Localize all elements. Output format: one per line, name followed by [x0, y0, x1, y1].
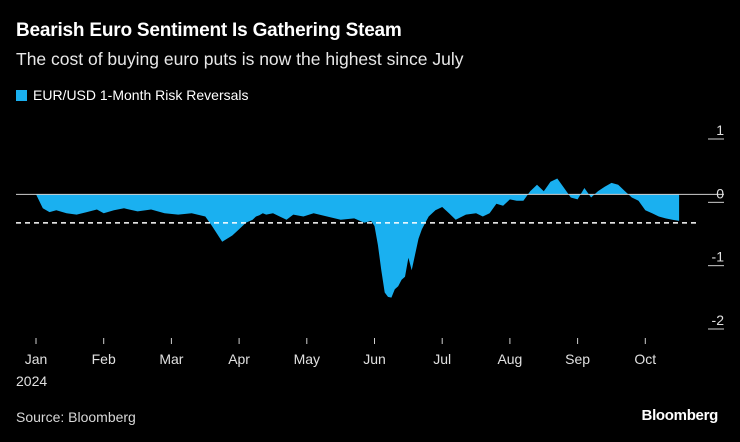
- chart-title: Bearish Euro Sentiment Is Gathering Stea…: [16, 20, 402, 41]
- legend-swatch: [16, 89, 27, 101]
- legend-label: EUR/USD 1-Month Risk Reversals: [33, 87, 249, 103]
- x-tick-label: May: [294, 351, 320, 367]
- x-tick-label: Feb: [92, 351, 116, 367]
- bloomberg-logo: Bloomberg: [641, 407, 719, 424]
- x-tick-label: Jun: [363, 351, 386, 367]
- x-tick-label: Apr: [228, 351, 250, 367]
- source-note: Source: Bloomberg: [16, 409, 136, 425]
- legend: EUR/USD 1-Month Risk Reversals: [16, 87, 249, 103]
- area-series-0: [36, 178, 680, 298]
- x-tick-label: Sep: [565, 351, 590, 367]
- area-layer: [36, 178, 680, 298]
- y-tick-label: 1: [716, 122, 724, 138]
- grid-layer: [16, 193, 724, 224]
- x-axis: Jan Feb Mar Apr May Jun Jul Aug Sep Oct 2024: [16, 338, 656, 389]
- chart-subtitle: The cost of buying euro puts is now the …: [16, 49, 464, 69]
- y-axis: 1 0 -1 -2: [708, 122, 725, 330]
- x-year-label: 2024: [16, 373, 47, 389]
- y-tick-label: -1: [712, 249, 725, 265]
- x-tick-label: Jan: [25, 351, 48, 367]
- x-tick-label: Jul: [433, 351, 451, 367]
- x-tick-label: Aug: [497, 351, 522, 367]
- y-tick-label: -2: [712, 312, 725, 328]
- x-tick-label: Mar: [159, 351, 183, 367]
- y-tick-label: 0: [716, 185, 724, 201]
- x-tick-label: Oct: [634, 351, 656, 367]
